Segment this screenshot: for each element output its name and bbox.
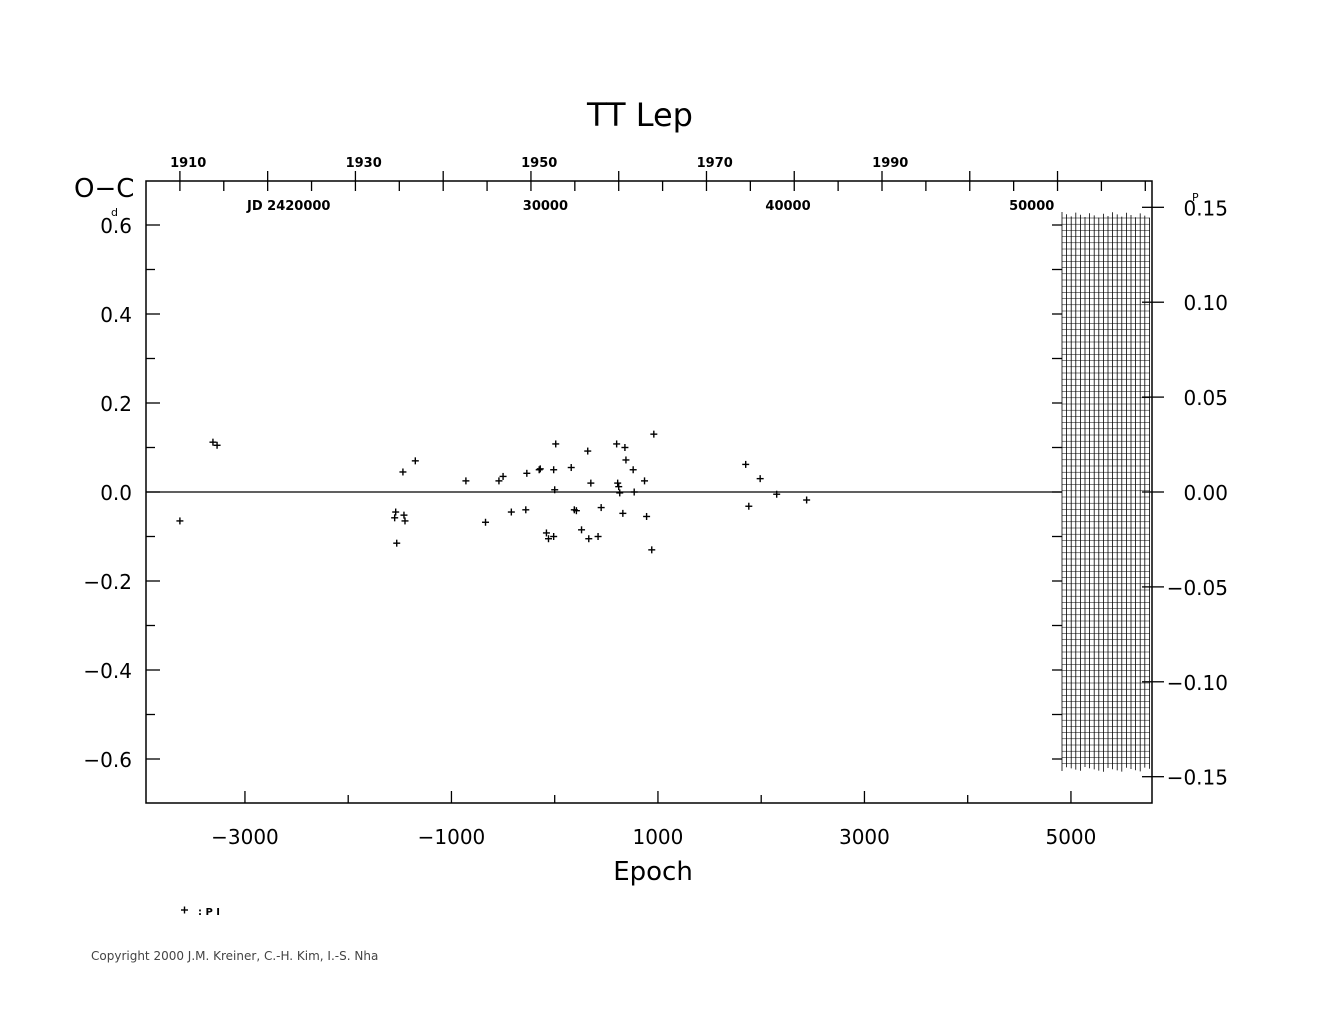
y-tick-label: −0.6 — [83, 748, 132, 772]
data-point — [411, 457, 419, 465]
year-tick-label: 1970 — [697, 156, 733, 171]
data-point — [629, 466, 637, 474]
y-right-tick-label: −0.05 — [1167, 576, 1228, 600]
data-point — [567, 464, 575, 472]
data-point — [650, 430, 658, 438]
y-tick-label: 0.2 — [100, 392, 132, 416]
data-point — [552, 440, 560, 448]
data-point — [213, 441, 221, 449]
year-tick-label: 1910 — [170, 156, 206, 171]
data-point — [542, 529, 550, 537]
data-point — [550, 466, 558, 474]
data-point — [551, 486, 559, 494]
data-point — [507, 508, 515, 516]
jd-prefix-label: JD 2420000 — [246, 199, 330, 214]
top-year-axis: 1910 1930 1950 1970 1990 30000 40000 50000 — [170, 156, 1146, 214]
y-right-tick-label: 0.00 — [1183, 481, 1228, 505]
y-tick-label: −0.2 — [83, 570, 132, 594]
jd-tick-label: 40000 — [765, 199, 810, 214]
year-tick-label: 1990 — [872, 156, 908, 171]
data-point — [495, 477, 503, 485]
y-tick-label: 0.4 — [100, 303, 132, 327]
x-axis-ticks: −3000 −1000 1000 3000 5000 — [211, 791, 1096, 849]
data-point — [176, 517, 184, 525]
y-tick-label: −0.4 — [83, 659, 132, 683]
jd-tick-label: 50000 — [1009, 199, 1054, 214]
y-right-tick-label: 0.15 — [1183, 196, 1228, 220]
data-point — [619, 509, 627, 517]
legend-marker — [181, 906, 188, 914]
data-point — [594, 533, 602, 540]
data-point — [648, 546, 656, 554]
data-point — [622, 456, 630, 464]
y-right-tick-label: 0.05 — [1183, 386, 1228, 410]
future-hatched-region — [1061, 212, 1150, 772]
copyright-text: Copyright 2000 J.M. Kreiner, C.-H. Kim, … — [91, 949, 379, 963]
data-point — [535, 466, 543, 474]
data-point — [630, 488, 638, 496]
y-unit-right: P — [1192, 191, 1199, 204]
data-point — [614, 479, 622, 487]
data-point — [572, 507, 580, 515]
data-point — [522, 506, 530, 514]
data-point — [756, 475, 764, 483]
data-point — [545, 535, 553, 543]
data-point — [499, 472, 507, 480]
data-point — [391, 514, 399, 522]
y-unit-left: d — [111, 206, 118, 219]
data-point — [641, 477, 649, 485]
y-right-tick-label: 0.10 — [1183, 291, 1228, 315]
data-point — [613, 440, 621, 448]
legend-label: : P I — [198, 907, 220, 918]
y-right-tick-label: −0.10 — [1167, 671, 1228, 695]
data-point — [621, 444, 629, 451]
data-point — [615, 483, 623, 491]
data-point — [584, 447, 592, 455]
y-axis-left: 0.6 0.4 0.2 0.0 −0.2 −0.4 −0.6 — [83, 214, 1062, 772]
data-point — [773, 490, 781, 498]
legend: : P I — [181, 906, 220, 918]
data-point — [578, 526, 586, 534]
x-tick-label: −1000 — [418, 825, 486, 849]
y-tick-label: 0.6 — [100, 214, 132, 238]
x-tick-label: −3000 — [211, 825, 279, 849]
data-point — [401, 517, 409, 525]
data-point — [742, 460, 750, 468]
data-point — [587, 479, 595, 487]
data-point — [585, 535, 593, 543]
x-tick-label: 5000 — [1045, 825, 1096, 849]
year-tick-label: 1930 — [346, 156, 382, 171]
x-axis-title: Epoch — [613, 857, 693, 887]
y-right-tick-label: −0.15 — [1167, 766, 1228, 790]
data-point — [616, 489, 624, 497]
data-point — [393, 539, 401, 547]
data-point — [536, 465, 544, 473]
jd-tick-label: 30000 — [523, 199, 568, 214]
data-point — [462, 477, 470, 485]
data-points — [176, 430, 811, 554]
y-axis-right: 0.15 0.10 0.05 0.00 −0.05 −0.10 −0.15 — [1142, 196, 1228, 790]
data-point — [400, 511, 408, 519]
data-point — [643, 512, 651, 520]
x-tick-label: 3000 — [839, 825, 890, 849]
y-tick-label: 0.0 — [100, 481, 132, 505]
data-point — [523, 469, 531, 477]
data-point — [209, 438, 217, 446]
year-tick-label: 1950 — [521, 156, 557, 171]
y-axis-title-left: O−C — [74, 174, 134, 204]
chart-title: TT Lep — [586, 96, 693, 134]
data-point — [550, 533, 558, 540]
data-point — [803, 496, 811, 504]
x-tick-label: 1000 — [632, 825, 683, 849]
data-point — [597, 504, 605, 512]
data-point — [392, 508, 400, 516]
data-point — [745, 502, 753, 510]
data-point — [482, 518, 490, 526]
data-point — [399, 468, 407, 476]
